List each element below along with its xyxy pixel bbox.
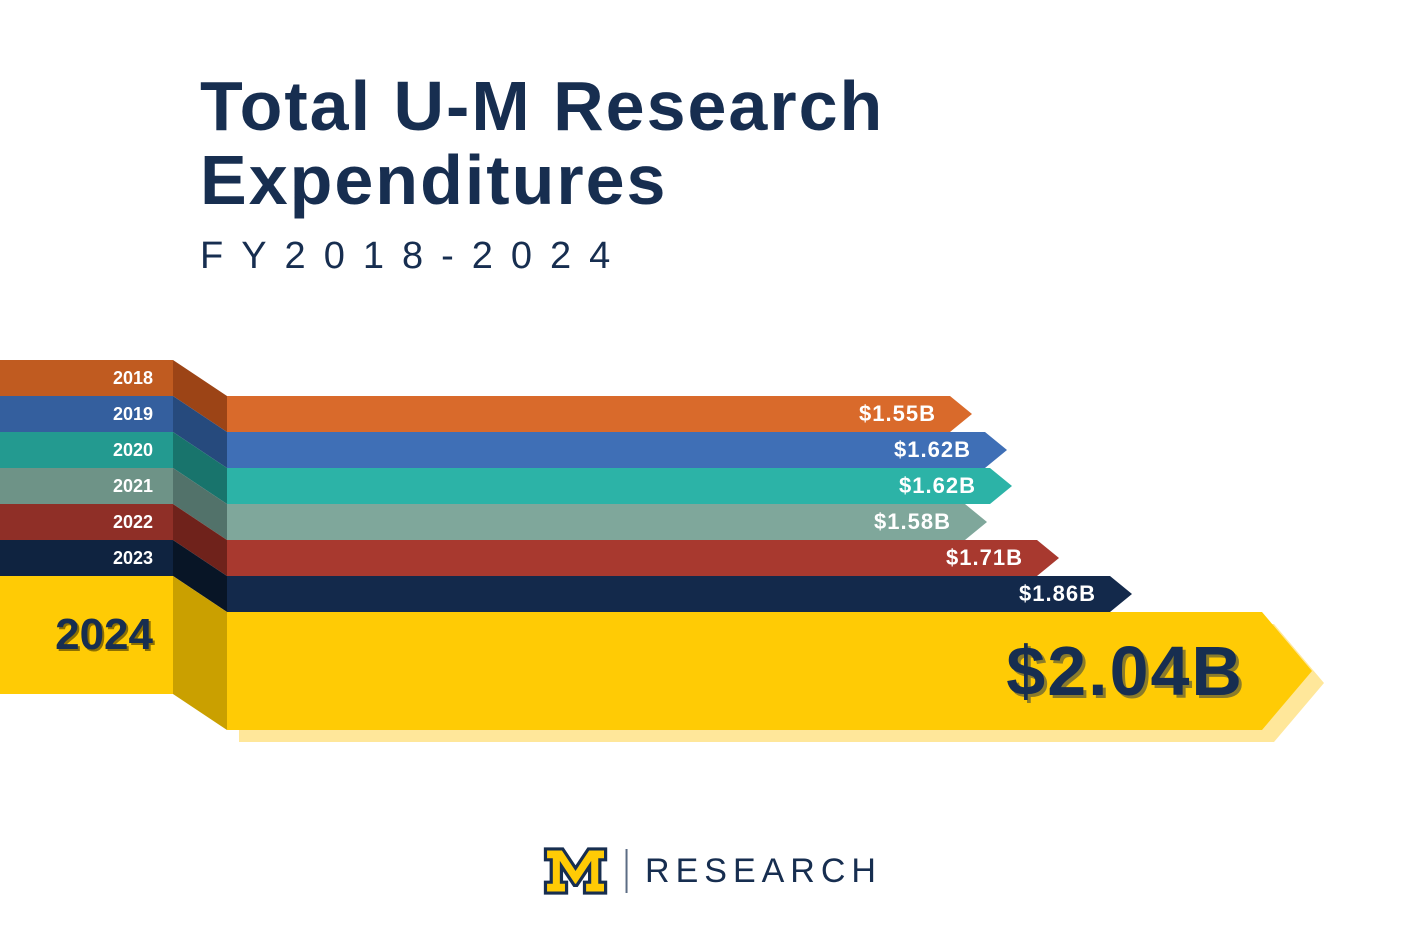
year-stub: 2019: [0, 396, 173, 432]
bar-row: 2020 $1.62B: [0, 432, 1425, 468]
year-label: 2023: [113, 548, 153, 569]
title-line-1: Total U-M Research: [200, 70, 884, 144]
logo-m-icon: [543, 847, 607, 895]
wedge-big: [173, 576, 227, 730]
bar-row-big: 2024 $2.04B: [0, 576, 1425, 694]
logo: RESEARCH: [543, 847, 882, 895]
year-stub-big: 2024: [0, 576, 173, 694]
year-stub: 2023: [0, 540, 173, 576]
logo-divider: [625, 849, 627, 893]
bar-row: 2019 $1.62B: [0, 396, 1425, 432]
subtitle: FY2018-2024: [200, 235, 884, 278]
year-label: 2018: [113, 368, 153, 389]
year-label: 2019: [113, 404, 153, 425]
value-label-big: $2.04B: [1006, 631, 1244, 711]
year-stub: 2021: [0, 468, 173, 504]
bar-row: 2021 $1.58B: [0, 468, 1425, 504]
year-label: 2022: [113, 512, 153, 533]
year-label-big: 2024: [55, 610, 153, 660]
year-stub: 2018: [0, 360, 173, 396]
year-stub: 2020: [0, 432, 173, 468]
title-block: Total U-M Research Expenditures FY2018-2…: [200, 70, 884, 278]
bar-row: 2023 $1.86B: [0, 540, 1425, 576]
year-label: 2021: [113, 476, 153, 497]
logo-text: RESEARCH: [645, 852, 882, 891]
year-stub: 2022: [0, 504, 173, 540]
main-title: Total U-M Research Expenditures: [200, 70, 884, 217]
year-label: 2020: [113, 440, 153, 461]
bar-row: 2018 $1.55B: [0, 360, 1425, 396]
bar-row: 2022 $1.71B: [0, 504, 1425, 540]
title-line-2: Expenditures: [200, 144, 884, 218]
